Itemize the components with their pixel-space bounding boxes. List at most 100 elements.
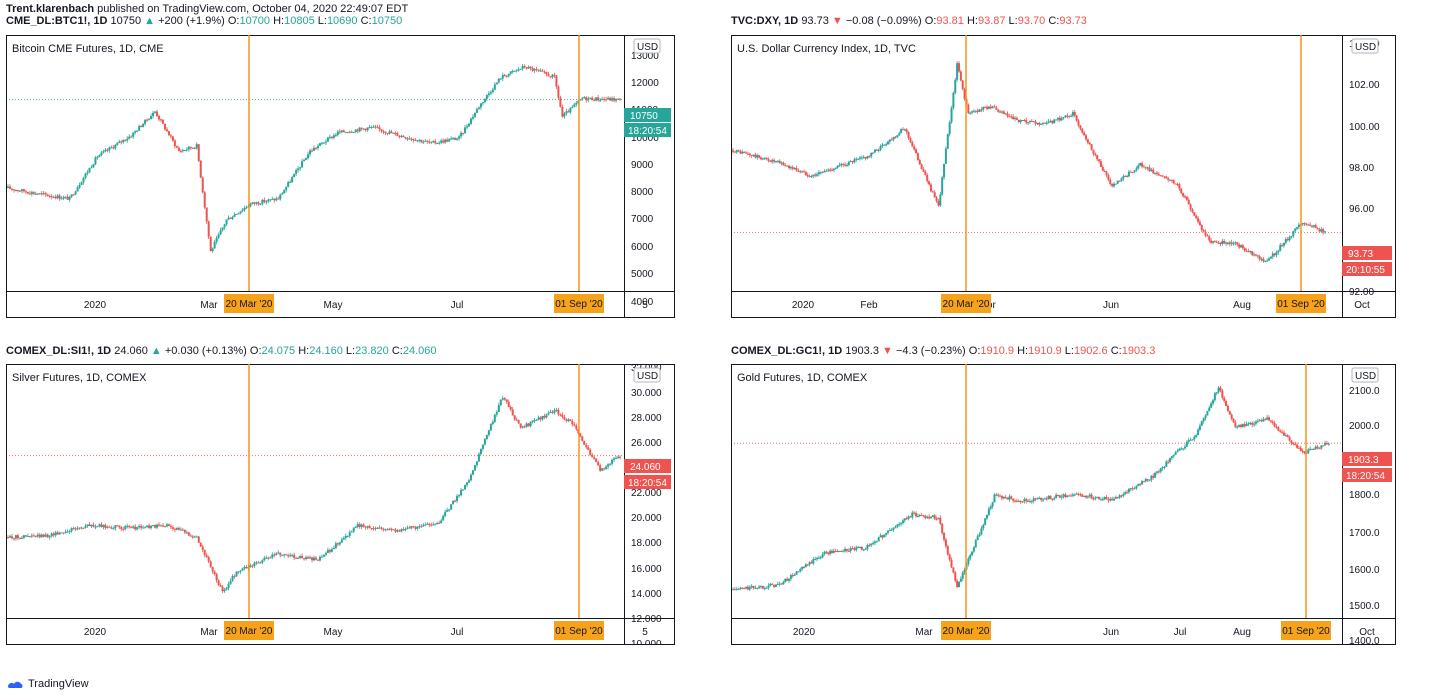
y-tick-label: 16.000 [631,564,662,575]
candle [130,525,133,529]
last-price-tag: 93.73 [1342,246,1392,260]
candle [1182,448,1185,451]
candle [1282,242,1285,248]
candle [1000,495,1003,501]
candle [114,525,117,531]
candle [199,542,202,547]
last-price-value: 1903.3 [1348,455,1379,466]
candle [1131,486,1134,491]
candle [1157,171,1160,176]
currency-badge[interactable]: USD [633,38,661,54]
tradingview-footer[interactable]: TradingView [6,678,89,690]
candle [307,151,310,160]
candle [758,155,761,159]
candle [380,526,383,531]
candle [601,467,604,472]
candle [32,533,35,537]
candle [471,469,474,475]
candle [1105,170,1108,178]
candle [82,527,85,529]
published-text: published on TradingView.com, October 04… [97,3,409,15]
candle [1243,421,1246,428]
candle [1083,130,1086,136]
candle [956,61,959,82]
candle [1144,477,1147,483]
currency-badge[interactable]: USD [1351,367,1379,383]
chart-panel[interactable]: U.S. Dollar Currency Index, 1D, TVC104.0… [731,35,1396,318]
candle [915,511,918,518]
candle [1256,254,1259,259]
candle [501,396,504,401]
plot-area[interactable] [6,396,624,594]
candle [1206,233,1209,237]
chart-svg[interactable]: Silver Futures, 1D, COMEX32.00030.00028.… [6,364,675,645]
candle [1034,119,1037,126]
chart-panel[interactable]: Gold Futures, 1D, COMEX2100.02000.01900.… [731,364,1396,645]
candle [511,69,514,74]
candle [436,521,439,525]
candle [1232,241,1235,246]
candle [380,129,383,134]
candle [1118,180,1121,182]
candle [617,98,620,100]
y-tick-label: 10000 [631,133,659,144]
candle [348,530,351,539]
candle [581,96,584,101]
chart-svg[interactable]: Bitcoin CME Futures, 1D, CME130001200011… [6,35,675,318]
candle [948,120,951,137]
candle [527,65,530,69]
plot-area[interactable] [6,64,624,253]
candle [1088,141,1091,146]
candle [555,407,558,412]
candle [1040,123,1043,125]
candle [124,524,127,531]
candle [799,169,802,174]
candle [138,524,141,530]
candle [1277,249,1280,255]
candle [1258,418,1261,422]
currency-badge[interactable]: USD [633,367,661,383]
plot-area[interactable] [731,60,1342,263]
candle [806,172,809,178]
candle [1169,179,1172,181]
chart-panel[interactable]: Silver Futures, 1D, COMEX32.00030.00028.… [6,364,675,645]
candle [1322,445,1325,447]
candle [758,584,761,589]
candle [583,96,586,100]
candle [1015,116,1018,121]
close-value: 10750 [371,15,403,27]
candle [1219,385,1222,393]
currency-badge[interactable]: USD [1351,38,1379,54]
candle [862,155,865,159]
candle [122,526,125,532]
candle [1015,498,1018,503]
candle [450,504,453,511]
candle [74,527,77,531]
chart-svg[interactable]: U.S. Dollar Currency Index, 1D, TVC104.0… [731,35,1396,318]
candle [776,581,779,586]
candle [1314,223,1317,229]
plot-area[interactable] [731,385,1342,592]
candle [253,201,256,206]
candle [991,501,994,509]
chart-panel[interactable]: Bitcoin CME Futures, 1D, CME130001200011… [6,35,675,318]
candle [931,190,934,193]
candle [525,66,528,70]
candle [585,96,588,103]
candle [418,524,421,529]
candle [1070,114,1073,118]
candle [1051,120,1054,125]
candle [1139,483,1142,487]
candle [410,137,413,142]
candle [1211,398,1214,406]
candle [948,553,951,562]
brand-name: TradingView [28,678,89,690]
chart-svg[interactable]: Gold Futures, 1D, COMEX2100.02000.01900.… [731,364,1396,645]
candle [1286,237,1289,242]
candle [547,410,550,416]
candle [743,151,746,153]
candle [761,157,764,161]
candle [120,140,123,145]
candle [786,577,789,581]
candle [569,107,572,115]
